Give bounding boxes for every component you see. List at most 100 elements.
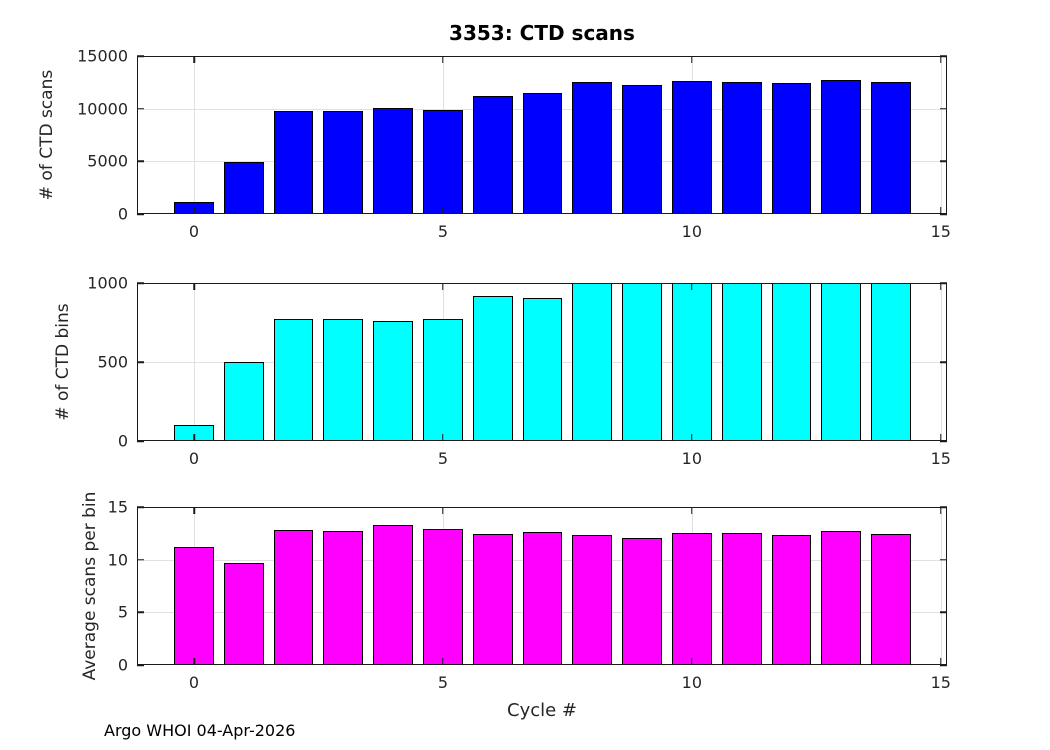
x-tick-mark bbox=[442, 207, 444, 214]
plot-frame bbox=[137, 507, 947, 665]
bar bbox=[671, 283, 712, 441]
bar bbox=[323, 318, 364, 441]
x-tick-label: 0 bbox=[188, 222, 200, 241]
bar bbox=[273, 110, 314, 214]
x-tick-label: 5 bbox=[437, 673, 449, 692]
bar bbox=[223, 362, 264, 441]
bar bbox=[821, 531, 862, 665]
x-gridline bbox=[940, 507, 942, 665]
x-tick-label: 15 bbox=[930, 222, 951, 241]
x-tick-label: 10 bbox=[681, 449, 703, 468]
x-tick-mark bbox=[940, 434, 942, 441]
figure-title: 3353: CTD scans bbox=[449, 21, 635, 45]
x-tick-label: 10 bbox=[681, 673, 703, 692]
y-tick-label: 0 bbox=[117, 204, 128, 224]
x-tick-mark-top bbox=[193, 56, 195, 63]
y-axis-label-ctd-bins: # of CTD bins bbox=[53, 303, 73, 421]
bar bbox=[522, 298, 563, 441]
y-tick-mark bbox=[137, 55, 144, 57]
x-gridline bbox=[940, 56, 942, 214]
y-tick-mark bbox=[137, 506, 144, 508]
x-tick-mark bbox=[193, 434, 195, 441]
x-tick-mark-top bbox=[940, 283, 942, 290]
y-axis-label-ctd-scans: # of CTD scans bbox=[37, 69, 57, 201]
bar bbox=[323, 531, 364, 665]
bar bbox=[871, 283, 911, 441]
y-axis-label-avg-scans-per-bin: Average scans per bin bbox=[80, 491, 100, 681]
y-tick-mark-right bbox=[940, 213, 947, 215]
x-tick-mark-top bbox=[940, 507, 942, 514]
bar bbox=[323, 110, 364, 214]
bar bbox=[771, 535, 812, 665]
bar bbox=[771, 83, 812, 214]
x-tick-mark-top bbox=[193, 507, 195, 514]
y-tick-label: 5 bbox=[117, 602, 128, 622]
x-tick-label: 15 bbox=[930, 673, 951, 692]
y-tick-mark bbox=[137, 664, 144, 666]
bar bbox=[423, 318, 463, 441]
bar bbox=[721, 81, 762, 214]
subplot-ctd-bins: 0 5 10 15 0 500 1000 bbox=[87, 274, 951, 469]
bar bbox=[423, 109, 463, 214]
y-tick-mark bbox=[137, 282, 144, 284]
bar bbox=[373, 108, 414, 214]
x-tick-mark bbox=[940, 207, 942, 214]
bar bbox=[821, 79, 862, 214]
y-tick-label: 10 bbox=[107, 550, 128, 570]
bar bbox=[671, 533, 712, 665]
y-tick-label: 15000 bbox=[77, 46, 128, 66]
bar bbox=[472, 96, 513, 214]
bar bbox=[671, 81, 712, 214]
y-tick-mark-right bbox=[940, 55, 947, 57]
x-tick-mark-top bbox=[442, 56, 444, 63]
y-tick-mark bbox=[137, 160, 144, 163]
footer-annotation: Argo WHOI 04-Apr-2026 bbox=[104, 721, 296, 740]
x-tick-label: 5 bbox=[437, 449, 449, 468]
y-tick-label: 500 bbox=[97, 352, 128, 372]
bar bbox=[522, 532, 563, 665]
x-tick-mark-top bbox=[691, 56, 693, 63]
x-tick-mark-top bbox=[193, 283, 195, 290]
x-tick-mark-top bbox=[691, 507, 693, 514]
bar bbox=[273, 318, 314, 441]
subplot-ctd-scans: 0 5 10 15 0 5000 10000 15000 bbox=[77, 47, 951, 242]
y-tick-label: 0 bbox=[117, 431, 128, 451]
x-tick-mark-top bbox=[442, 507, 444, 514]
bar bbox=[871, 534, 911, 665]
bar bbox=[721, 533, 762, 665]
x-tick-label: 15 bbox=[930, 449, 951, 468]
bar bbox=[821, 283, 862, 441]
x-tick-mark bbox=[691, 207, 693, 214]
bar bbox=[472, 534, 513, 665]
bar bbox=[871, 82, 911, 214]
bar bbox=[622, 537, 662, 665]
y-tick-mark-right bbox=[940, 361, 947, 363]
bar bbox=[223, 162, 264, 214]
y-tick-label: 15 bbox=[107, 497, 128, 517]
bar bbox=[373, 524, 414, 665]
y-tick-mark bbox=[137, 107, 144, 110]
x-gridline bbox=[194, 56, 195, 214]
bar bbox=[771, 283, 812, 441]
x-tick-label: 5 bbox=[437, 222, 449, 241]
x-tick-label: 0 bbox=[188, 673, 200, 692]
x-tick-mark bbox=[442, 434, 444, 441]
y-tick-mark bbox=[137, 558, 144, 561]
y-tick-mark-right bbox=[940, 664, 947, 666]
bar bbox=[572, 283, 613, 441]
y-tick-mark bbox=[137, 361, 144, 363]
x-tick-mark-top bbox=[691, 283, 693, 290]
x-tick-mark-top bbox=[442, 283, 444, 290]
bar bbox=[721, 283, 762, 441]
y-tick-mark-right bbox=[940, 107, 947, 110]
y-tick-mark-right bbox=[940, 160, 947, 163]
y-tick-mark-right bbox=[940, 282, 947, 284]
bar bbox=[174, 547, 214, 665]
x-tick-mark-top bbox=[940, 56, 942, 63]
y-tick-mark bbox=[137, 440, 144, 442]
x-tick-mark bbox=[193, 658, 195, 665]
y-tick-label: 10000 bbox=[77, 99, 128, 119]
y-tick-label: 5000 bbox=[87, 151, 128, 171]
y-tick-mark-right bbox=[940, 440, 947, 442]
